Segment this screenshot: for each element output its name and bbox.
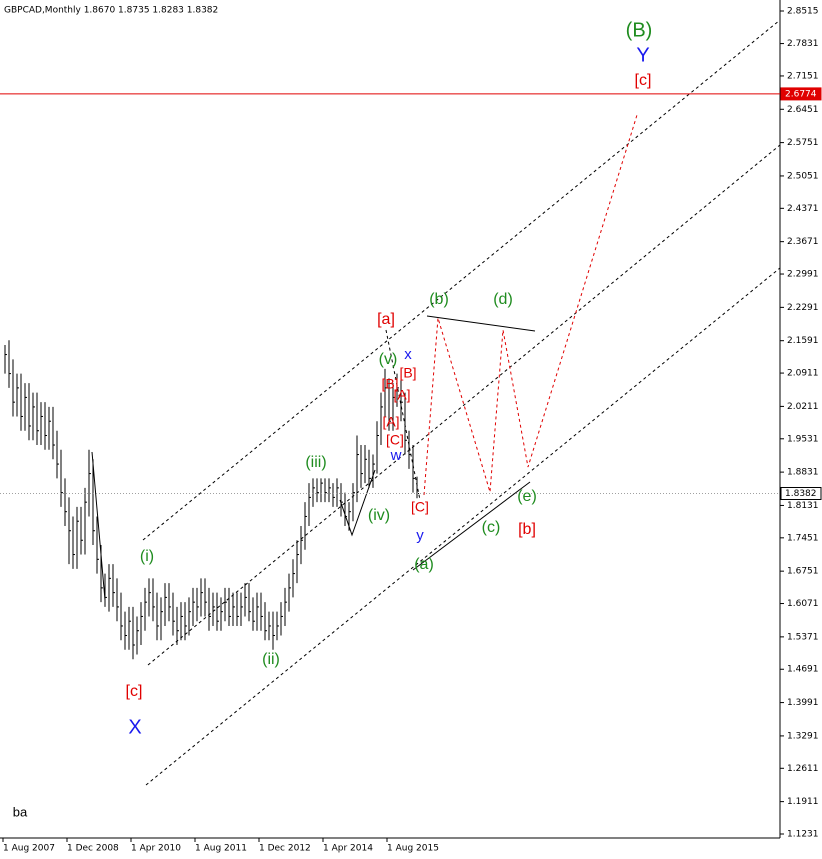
wave-label: (e) <box>517 488 537 505</box>
y-tick-label: 1.6751 <box>787 567 819 577</box>
wave-line <box>339 469 376 537</box>
y-tick-label: 2.5751 <box>787 138 819 148</box>
wave-label: (a) <box>414 556 434 573</box>
y-tick-label: 1.3991 <box>787 698 819 708</box>
price-label-box <box>780 87 822 101</box>
y-tick-label: 1.1231 <box>787 830 819 840</box>
x-tick-label: 1 Aug 2011 <box>195 844 247 854</box>
y-tick-label: 2.2291 <box>787 303 819 313</box>
wave-label: [A] <box>382 414 399 430</box>
triangle-line <box>412 481 531 571</box>
projection-path <box>423 114 638 496</box>
wave-label: w <box>390 447 402 464</box>
wave-label: [c] <box>635 72 652 89</box>
wave-lines <box>91 19 781 786</box>
wave-label: (v) <box>379 351 398 368</box>
y-tick-label: 2.4371 <box>787 204 819 214</box>
y-tick-label: 1.5371 <box>787 632 819 642</box>
wave-label: [C] <box>411 499 429 515</box>
wave-line <box>385 329 421 501</box>
y-tick-label: 1.1911 <box>787 797 819 807</box>
y-tick-label: 2.1591 <box>787 336 819 346</box>
y-tick-label: 1.3291 <box>787 731 819 741</box>
wave-label: Y <box>636 44 649 66</box>
y-tick-label: 1.8831 <box>787 468 819 478</box>
y-tick-label: 2.3671 <box>787 237 819 247</box>
channel-line <box>147 144 781 666</box>
price-label: 1.8382 <box>785 489 817 499</box>
wave-label: (iv) <box>368 507 390 524</box>
y-tick-label: 2.0911 <box>787 369 819 379</box>
y-tick-label: 1.6071 <box>787 599 819 609</box>
wave-label: [b] <box>518 521 536 538</box>
wave-label: (ii) <box>262 651 280 668</box>
triangle-line <box>426 315 536 332</box>
wave-label: [B] <box>399 365 416 381</box>
wave-label: (d) <box>493 291 513 308</box>
price-label: 2.6774 <box>785 89 817 99</box>
price-label-box <box>780 486 822 500</box>
y-tick-label: 1.8131 <box>787 501 819 511</box>
wave-label: (b) <box>429 291 449 308</box>
channel-line <box>145 267 781 786</box>
y-tick-label: 1.9531 <box>787 434 819 444</box>
wave-label: (c) <box>482 519 501 536</box>
y-tick-label: 1.2611 <box>787 764 819 774</box>
x-tick-label: 1 Aug 2007 <box>3 844 55 854</box>
y-tick-label: 2.5051 <box>787 171 819 181</box>
wave-label: (iii) <box>305 454 326 471</box>
wave-label: ba <box>13 804 28 819</box>
wave-label: y <box>416 527 424 544</box>
y-tick-label: 2.0211 <box>787 402 819 412</box>
y-tick-label: 1.7451 <box>787 533 819 543</box>
x-tick-label: 1 Dec 2008 <box>67 844 119 854</box>
wave-line <box>91 451 106 601</box>
x-tick-label: 1 Apr 2014 <box>323 844 373 854</box>
x-tick-label: 1 Aug 2015 <box>387 844 439 854</box>
wave-label: x <box>404 346 412 363</box>
x-tick-label: 1 Dec 2012 <box>259 844 311 854</box>
wave-label: [c] <box>126 683 143 700</box>
wave-label: (i) <box>140 548 154 565</box>
wave-label: [a] <box>377 311 395 328</box>
wave-label: [A] <box>393 387 410 403</box>
x-tick-label: 1 Apr 2010 <box>131 844 181 854</box>
y-tick-label: 1.4691 <box>787 665 819 675</box>
y-tick-label: 2.2991 <box>787 270 819 280</box>
header: GBPCAD,Monthly 1.8670 1.8735 1.8283 1.83… <box>4 6 218 16</box>
wave-label: (B) <box>626 19 653 41</box>
wave-label: [B] <box>381 376 398 392</box>
y-tick-label: 2.7151 <box>787 71 819 81</box>
wave-label: [C] <box>386 432 404 448</box>
channel-line <box>142 19 781 541</box>
wave-label: X <box>128 716 141 738</box>
y-tick-label: 2.8515 <box>787 6 819 16</box>
y-tick-label: 2.6451 <box>787 105 819 115</box>
y-tick-label: 2.7831 <box>787 39 819 49</box>
